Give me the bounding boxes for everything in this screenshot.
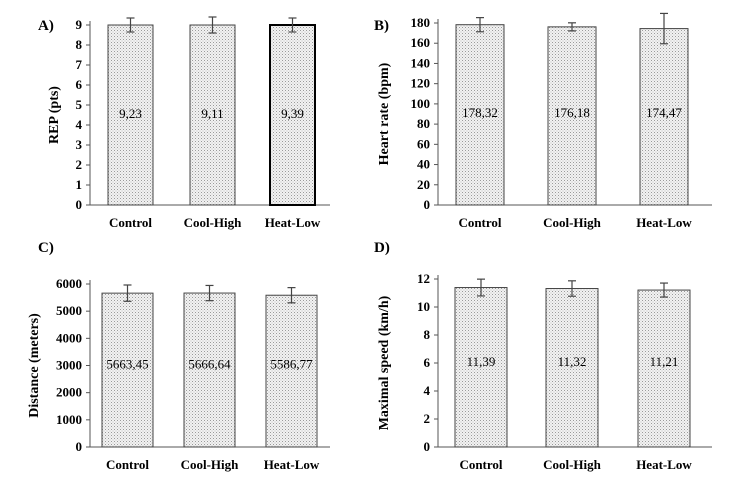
y-tick-label: 0 xyxy=(424,439,431,454)
bar-value-label: 176,18 xyxy=(554,105,590,120)
panel-b: B) Heart rate (bpm) 0 20 40 60 80 100 120 140 160 1… xyxy=(374,12,712,230)
bar-heat-low xyxy=(637,289,691,448)
bar-cool-high xyxy=(189,24,236,206)
x-category-label: Heat-Low xyxy=(636,457,692,472)
bar-value-label: 5586,77 xyxy=(270,357,313,372)
y-axis-label: Distance (meters) xyxy=(27,313,42,418)
y-tick-label: 0 xyxy=(76,197,83,212)
y-axis-label: Maximal speed (km/h) xyxy=(377,295,392,430)
y-tick-label: 8 xyxy=(424,327,431,342)
y-tick-label: 40 xyxy=(417,157,430,172)
bar-control xyxy=(455,24,505,206)
x-category-label: Control xyxy=(459,457,502,472)
x-category-label: Heat-Low xyxy=(636,215,692,230)
x-category-label: Control xyxy=(109,215,152,230)
bar-cool-high xyxy=(547,26,597,206)
bar-value-label: 9,11 xyxy=(201,106,223,121)
bar-value-label: 9,39 xyxy=(281,106,304,121)
bar-value-label: 5663,45 xyxy=(106,357,148,372)
y-tick-label: 3 xyxy=(76,137,83,152)
y-tick-label: 100 xyxy=(411,96,431,111)
bar-control xyxy=(454,287,508,448)
y-tick-label: 140 xyxy=(411,55,431,70)
y-tick-label: 6000 xyxy=(56,276,82,291)
y-tick-label: 180 xyxy=(411,15,431,30)
panel-a: A) REP (pts) 0 1 2 3 4 5 6 7 8 9 9,23 Control 9,11 Cool… xyxy=(38,16,330,230)
x-category-label: Control xyxy=(106,457,149,472)
panel-letter: A) xyxy=(38,18,54,34)
y-tick-label: 6 xyxy=(76,77,83,92)
y-tick-label: 2 xyxy=(424,411,431,426)
bar-value-label: 11,32 xyxy=(558,354,587,369)
x-category-label: Heat-Low xyxy=(264,457,320,472)
x-category-label: Cool-High xyxy=(184,215,243,230)
y-axis-label: Heart rate (bpm) xyxy=(377,62,392,165)
panel-d: D) Maximal speed (km/h) 0 2 4 6 8 10 12 11,39 Cont… xyxy=(374,240,712,472)
y-tick-label: 2000 xyxy=(56,385,82,400)
y-tick-label: 0 xyxy=(76,439,83,454)
bar-control xyxy=(101,292,154,448)
bar-heat-low xyxy=(265,294,318,448)
x-category-label: Cool-High xyxy=(543,215,602,230)
bar-heat-low xyxy=(639,28,689,206)
y-tick-label: 5000 xyxy=(56,303,82,318)
y-tick-label: 1000 xyxy=(56,412,82,427)
y-tick-label: 6 xyxy=(424,355,431,370)
panel-c: C) Distance (meters) 0 1000 2000 3000 4000 5000… xyxy=(27,240,330,472)
y-tick-label: 60 xyxy=(417,136,430,151)
x-category-label: Control xyxy=(458,215,501,230)
panel-letter: C) xyxy=(38,240,54,256)
y-tick-label: 160 xyxy=(411,35,431,50)
panel-letter: B) xyxy=(374,18,389,34)
y-tick-label: 20 xyxy=(417,177,430,192)
y-axis-label: REP (pts) xyxy=(47,86,62,144)
y-tick-label: 9 xyxy=(76,17,83,32)
bar-control xyxy=(107,24,154,206)
panel-letter: D) xyxy=(374,240,390,256)
bar-value-label: 5666,64 xyxy=(188,357,231,372)
bar-value-label: 174,47 xyxy=(646,105,682,120)
y-tick-label: 0 xyxy=(424,197,431,212)
y-tick-label: 4 xyxy=(424,383,431,398)
y-tick-label: 7 xyxy=(76,57,83,72)
bar-value-label: 9,23 xyxy=(119,106,142,121)
y-tick-label: 8 xyxy=(76,37,83,52)
bar-value-label: 11,21 xyxy=(650,354,679,369)
bar-value-label: 11,39 xyxy=(467,354,496,369)
y-tick-label: 2 xyxy=(76,157,83,172)
x-category-label: Heat-Low xyxy=(265,215,321,230)
y-tick-label: 3000 xyxy=(56,358,82,373)
bar-value-label: 178,32 xyxy=(462,105,498,120)
y-tick-label: 80 xyxy=(417,116,430,131)
y-tick-label: 120 xyxy=(411,76,431,91)
x-category-label: Cool-High xyxy=(181,457,240,472)
bar-cool-high xyxy=(183,292,236,448)
y-tick-label: 1 xyxy=(76,177,83,192)
y-tick-label: 4 xyxy=(76,117,83,132)
y-tick-label: 12 xyxy=(417,271,430,286)
x-category-label: Cool-High xyxy=(543,457,602,472)
y-tick-label: 5 xyxy=(76,97,83,112)
y-tick-label: 10 xyxy=(417,299,430,314)
y-tick-label: 4000 xyxy=(56,330,82,345)
